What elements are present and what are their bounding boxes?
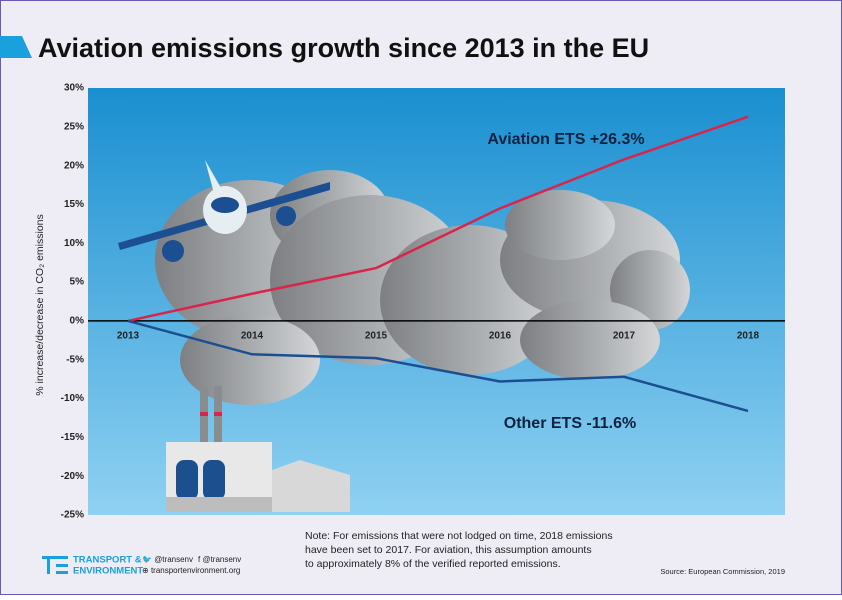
source: Source: European Commission, 2019 — [660, 567, 785, 576]
x-tick-label: 2014 — [241, 331, 264, 342]
y-tick-label: -15% — [61, 432, 84, 443]
y-tick-label: 15% — [64, 199, 84, 210]
y-tick-label: 25% — [64, 121, 84, 132]
y-tick-label: 30% — [64, 83, 84, 94]
website-url: transportenvironment.org — [151, 566, 240, 575]
title-accent — [0, 36, 32, 58]
y-tick-label: 0% — [70, 316, 85, 327]
chart-title: Aviation emissions growth since 2013 in … — [38, 33, 649, 63]
note-line: to approximately 8% of the verified repo… — [305, 558, 561, 570]
x-tick-label: 2013 — [117, 331, 140, 342]
series-line — [127, 319, 749, 413]
note-line: Note: For emissions that were not lodged… — [305, 530, 613, 542]
facebook-handle: @transenv — [202, 555, 241, 564]
factory — [166, 386, 350, 512]
twitter-handle: @transenv — [154, 555, 193, 564]
y-tick-label: -25% — [61, 510, 84, 521]
logo-text: TRANSPORT & — [73, 555, 142, 566]
series-label: Aviation ETS +26.3% — [487, 131, 644, 148]
series-label: Other ETS -11.6% — [504, 415, 637, 432]
x-tick-label: 2018 — [737, 331, 760, 342]
facebook: f @transenv — [198, 555, 241, 564]
y-tick-label: -20% — [61, 471, 84, 482]
y-tick-label: -5% — [66, 354, 84, 365]
note-line: have been set to 2017. For aviation, thi… — [305, 544, 592, 556]
y-tick-label: 5% — [70, 277, 85, 288]
y-tick-label: -10% — [61, 393, 84, 404]
twitter: 🐦 @transenv — [142, 555, 193, 564]
logo-mark — [42, 556, 68, 574]
y-tick-label: 20% — [64, 160, 84, 171]
series-line — [127, 115, 749, 323]
y-tick-label: 10% — [64, 238, 84, 249]
x-tick-label: 2017 — [613, 331, 636, 342]
x-tick-label: 2016 — [489, 331, 512, 342]
x-tick-label: 2015 — [365, 331, 388, 342]
logo-text: ENVIRONMENT — [73, 566, 143, 577]
website: ⊕ transportenvironment.org — [142, 566, 240, 575]
y-axis-label: % increase/decrease in CO₂ emissions — [34, 214, 46, 395]
airplane — [118, 160, 330, 262]
